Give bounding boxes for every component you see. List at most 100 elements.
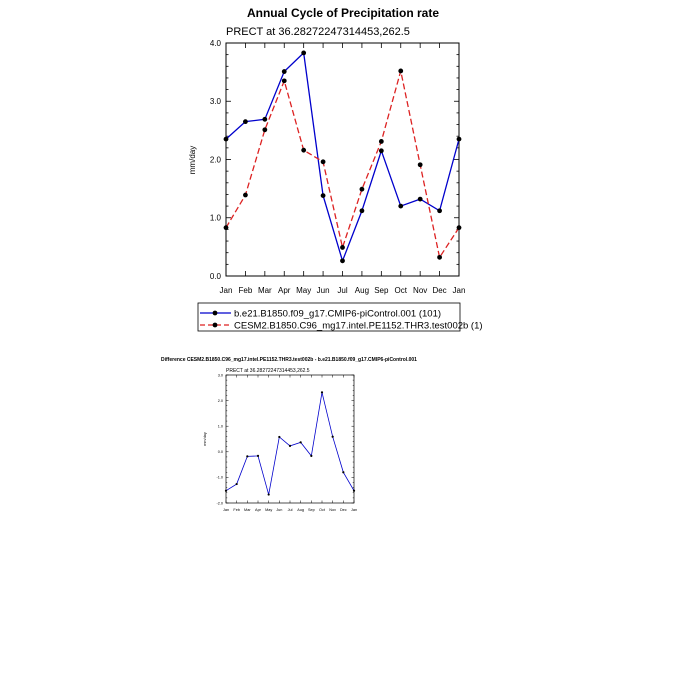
data-point-series-1 <box>320 391 324 394</box>
x-tick-label: Apr <box>255 508 262 512</box>
data-point-series-1 <box>437 208 442 214</box>
data-point-series-2 <box>301 147 307 153</box>
data-point-series-1 <box>246 455 249 458</box>
difference-plot-frame <box>225 374 355 504</box>
data-point-series-1 <box>301 50 307 56</box>
y-tick-label: 2.0 <box>210 155 222 164</box>
data-point-series-1 <box>262 116 268 122</box>
data-point-series-2 <box>378 139 384 144</box>
series-line-1 <box>225 51 460 263</box>
data-point-series-2 <box>340 245 345 250</box>
x-tick-label: Apr <box>278 286 291 295</box>
y-tick-label: 1.0 <box>210 214 222 223</box>
data-point-series-1 <box>331 435 334 438</box>
legend: b.e21.B1850.f09_g17.CMIP6-piControl.001 … <box>197 302 483 332</box>
legend-label-series-1: b.e21.B1850.f09_g17.CMIP6-piControl.001 … <box>234 309 441 320</box>
data-point-series-1 <box>281 69 287 74</box>
data-point-series-1 <box>278 435 281 439</box>
data-point-series-2 <box>223 225 229 231</box>
x-tick-label: Jul <box>288 508 293 512</box>
data-point-series-2 <box>243 192 248 198</box>
series-group <box>223 50 462 264</box>
legend-label-series-2: CESM2.B1850.C96_mg17.intel.PE1152.THR3.t… <box>234 321 483 332</box>
x-tick-label: Mar <box>244 508 251 512</box>
y-axis-label: mm/day <box>188 146 197 174</box>
chart-title: Annual Cycle of Precipitation rate <box>247 6 439 20</box>
x-tick-label: Jan <box>220 286 233 295</box>
y-tick-label: -2.0 <box>216 501 223 505</box>
x-tick-label: Nov <box>413 286 427 295</box>
difference-chart-title: Difference CESM2.B1850.C96_mg17.intel.PE… <box>161 357 417 363</box>
data-point-series-1 <box>299 441 302 444</box>
y-tick-label: 3.0 <box>218 373 223 377</box>
data-point-series-1 <box>288 444 292 448</box>
data-point-series-1 <box>378 148 384 154</box>
data-point-series-1 <box>398 203 404 209</box>
x-tick-label: Jan <box>223 508 229 512</box>
x-tick-label: Jun <box>317 286 330 295</box>
x-tick-label: May <box>296 286 311 295</box>
data-point-series-2 <box>417 162 423 168</box>
data-point-series-1 <box>342 471 345 474</box>
x-tick-label: Aug <box>297 508 304 512</box>
y-tick-label: 4.0 <box>210 39 222 48</box>
data-point-series-1 <box>224 489 228 492</box>
data-point-series-1 <box>456 136 462 142</box>
difference-y-ticks: -2.0 -1.0 0.0 1.0 2.0 3.0 <box>216 373 354 505</box>
data-point-series-2 <box>437 254 442 260</box>
y-ticks: 0.0 1.0 2.0 3.0 4.0 <box>210 39 459 281</box>
data-point-series-2 <box>359 186 365 192</box>
legend-marker-series-2 <box>212 322 218 328</box>
y-tick-label: 3.0 <box>210 97 222 106</box>
x-tick-label: Nov <box>329 508 336 512</box>
data-point-series-1 <box>352 489 356 492</box>
difference-chart-subtitle: PRECT at 36.28272247314453,262.5 <box>226 368 310 374</box>
x-tick-label: Dec <box>432 286 446 295</box>
x-tick-label: Jan <box>453 286 466 295</box>
series-line-1 <box>225 392 355 495</box>
plot-frame <box>225 42 460 277</box>
x-tick-label: Dec <box>340 508 347 512</box>
data-point-series-2 <box>398 68 404 74</box>
y-tick-label: -1.0 <box>216 476 223 480</box>
data-point-series-1 <box>267 493 270 496</box>
x-ticks: Jan Feb Mar Apr May Jun Jul Aug Sep Oct Nov Dec Jan <box>220 43 466 295</box>
difference-y-axis-label: mm/day <box>203 432 207 446</box>
chart-subtitle: PRECT at 36.28272247314453,262.5 <box>226 26 410 38</box>
x-tick-label: Sep <box>374 286 389 295</box>
data-point-series-1 <box>417 196 423 202</box>
difference-chart: Difference CESM2.B1850.C96_mg17.intel.PE… <box>161 357 417 512</box>
main-chart: Annual Cycle of Precipitation rate PRECT… <box>188 6 483 332</box>
x-tick-label: Mar <box>258 286 272 295</box>
data-point-series-1 <box>359 208 365 214</box>
data-point-series-2 <box>262 127 268 133</box>
y-tick-label: 1.0 <box>218 425 223 429</box>
x-tick-label: Feb <box>233 508 240 512</box>
data-point-series-1 <box>243 119 248 125</box>
data-point-series-2 <box>320 159 326 165</box>
x-tick-label: May <box>265 508 272 512</box>
x-tick-label: Jan <box>351 508 357 512</box>
data-point-series-1 <box>310 454 313 457</box>
legend-marker-series-1 <box>212 310 218 316</box>
y-tick-label: 0.0 <box>218 450 223 454</box>
data-point-series-2 <box>456 225 462 231</box>
data-point-series-1 <box>340 258 345 264</box>
x-tick-label: Aug <box>355 286 369 295</box>
data-point-series-1 <box>256 454 260 457</box>
difference-series-group <box>224 391 356 496</box>
data-point-series-1 <box>223 136 229 142</box>
x-tick-label: Jun <box>276 508 282 512</box>
x-tick-label: Feb <box>239 286 253 295</box>
series-line-2 <box>225 70 460 260</box>
y-tick-label: 0.0 <box>210 272 222 281</box>
x-tick-label: Oct <box>395 286 408 295</box>
data-point-series-1 <box>320 193 326 199</box>
data-point-series-1 <box>235 482 238 486</box>
x-tick-label: Sep <box>308 508 315 512</box>
y-tick-label: 2.0 <box>218 399 223 403</box>
x-tick-label: Jul <box>337 286 347 295</box>
x-tick-label: Oct <box>319 508 326 512</box>
difference-x-ticks: Jan Feb Mar Apr May Jun Jul Aug Sep Oct Nov Dec Jan <box>223 375 357 512</box>
